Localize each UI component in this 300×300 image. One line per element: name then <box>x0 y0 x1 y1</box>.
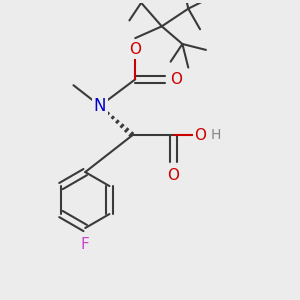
Text: N: N <box>94 97 106 115</box>
Text: O: O <box>129 42 141 57</box>
Text: O: O <box>194 128 206 143</box>
Text: O: O <box>170 72 182 87</box>
Text: F: F <box>81 237 90 252</box>
Text: H: H <box>211 128 221 142</box>
Text: O: O <box>168 167 180 182</box>
